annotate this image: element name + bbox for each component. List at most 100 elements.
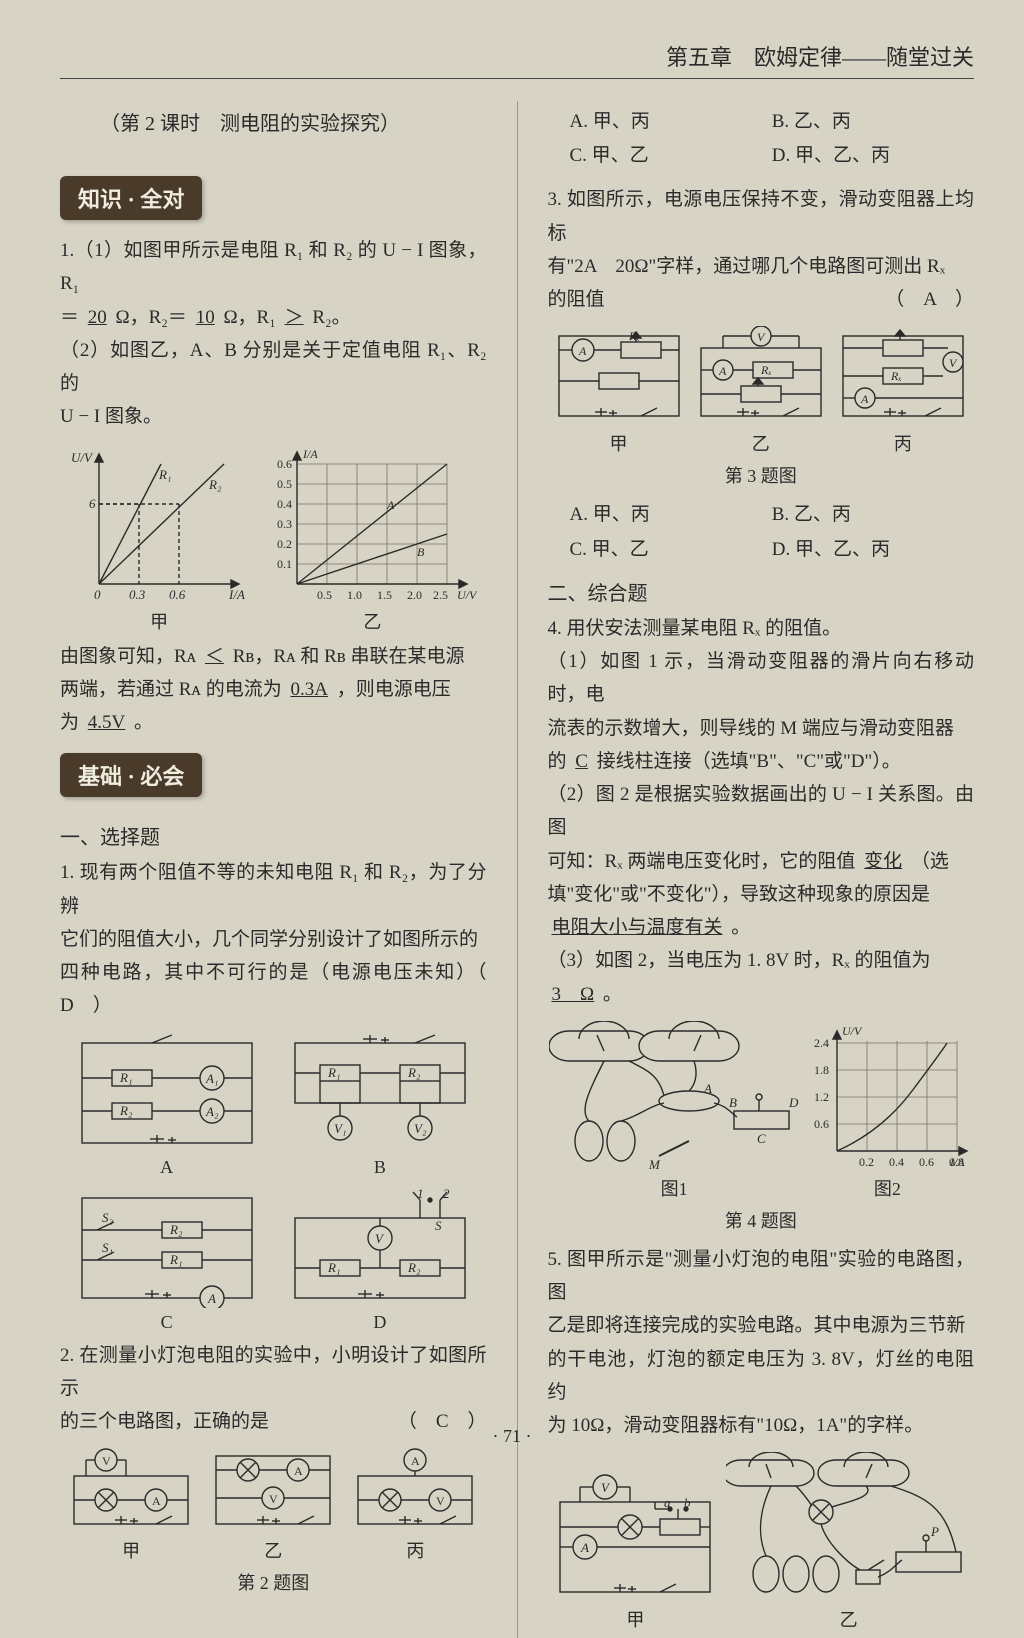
q4-p1c: 的 C 接线柱连接（选填"B"、"C"或"D"）。 — [547, 745, 974, 778]
svg-text:Rₓ: Rₓ — [760, 363, 772, 377]
svg-text:1.5: 1.5 — [377, 588, 392, 602]
svg-text:R₁: R₁ — [327, 1260, 340, 1275]
q1-c-label: C — [161, 1312, 173, 1333]
svg-text:A₂: A₂ — [205, 1104, 219, 1119]
svg-text:S₂: S₂ — [102, 1210, 114, 1225]
svg-text:Rₓ: Rₓ — [890, 369, 902, 383]
q2-bing-label: 丙 — [406, 1537, 424, 1563]
k1-line1: 1.（1）如图甲所示是电阻 R₁ 和 R₂ 的 U − I 图象，R₁ — [60, 234, 487, 301]
svg-text:0.3: 0.3 — [277, 517, 292, 531]
graph-jia: U/V I/A 6 0 0.3 0.6 R₁ R₂ — [69, 444, 249, 604]
graph-yi: I/A U/V 0.1 0.2 0.3 0.4 0.5 0.6 0.5 1.0 … — [267, 444, 477, 604]
q5-l3: 的干电池，灯泡的额定电压为 3. 8V，灯丝的电阻约 — [547, 1343, 974, 1410]
svg-text:D: D — [788, 1095, 799, 1110]
q3-options: A. 甲、丙B. 乙、丙 C. 甲、乙D. 甲、乙、丙 — [569, 498, 974, 566]
section1-head: 一、选择题 — [60, 821, 487, 850]
q4-ans2: 变化 — [860, 851, 906, 872]
q4-graph: I/A U/V 0.6 1.2 1.8 2.4 0.2 0.4 0.6 0.8 — [802, 1021, 972, 1171]
q4-p2a: （2）图 2 是根据实验数据画出的 U − I 关系图。由图 — [547, 778, 974, 845]
svg-text:1.0: 1.0 — [347, 588, 362, 602]
q1-circuit-b: R₁R₂ V₁V₂ — [285, 1033, 475, 1153]
page-number: · 71 · — [0, 1426, 1024, 1447]
q3-l2: 有"2A 20Ω"字样，通过哪几个电路图可测出 Rₓ — [547, 250, 974, 283]
svg-text:2.4: 2.4 — [814, 1036, 829, 1050]
svg-text:A: A — [411, 1454, 420, 1468]
q2-caption: 第 2 题图 — [60, 1569, 487, 1595]
chapter-header: 第五章 欧姆定律——随堂过关 — [60, 40, 974, 79]
svg-text:R₁: R₁ — [169, 1252, 182, 1267]
svg-text:U/V: U/V — [842, 1024, 863, 1038]
q1-l3: 四种电路，其中不可行的是（电源电压未知）（ D ） — [60, 956, 487, 1023]
svg-text:C: C — [757, 1131, 766, 1146]
svg-text:R₂: R₂ — [169, 1222, 183, 1237]
q1-circuit-c: S₂S₁ R₂R₁ A — [72, 1188, 262, 1308]
q2-options: A. 甲、丙B. 乙、丙 C. 甲、乙D. 甲、乙、丙 — [569, 105, 974, 173]
svg-text:R₂: R₂ — [407, 1065, 421, 1080]
q3-circuit-bing: VARₓ — [835, 326, 970, 426]
q4-ans1: C — [571, 751, 592, 772]
svg-text:6: 6 — [89, 496, 96, 511]
q1-l1: 1. 现有两个阻值不等的未知电阻 R₁ 和 R₂，为了分辨 — [60, 856, 487, 923]
svg-text:0.5: 0.5 — [277, 477, 292, 491]
q2-yi-label: 乙 — [264, 1537, 282, 1563]
q4-setup: A B C D M — [549, 1021, 799, 1171]
q5-circuit-jia: VA ab — [550, 1472, 720, 1602]
svg-text:V₁: V₁ — [334, 1121, 346, 1136]
q3-bing-label: 丙 — [894, 430, 912, 456]
k1-line4: U − I 图象。 — [60, 400, 487, 433]
q4-p1a: （1）如图 1 示，当滑动变阻器的滑片向右移动时，电 — [547, 645, 974, 712]
k1-ans5: 0.3A — [286, 679, 331, 700]
svg-text:1.8: 1.8 — [814, 1063, 829, 1077]
q2-l1: 2. 在测量小灯泡电阻的实验中，小明设计了如图所示 — [60, 1339, 487, 1406]
svg-text:0.5: 0.5 — [317, 588, 332, 602]
k1-line2: ＝ 20 Ω，R₂＝ 10 Ω，R₁ ＞ R₂。 — [60, 301, 487, 334]
svg-text:A₁: A₁ — [205, 1071, 218, 1086]
q1-b-label: B — [374, 1157, 386, 1178]
svg-text:0.4: 0.4 — [277, 497, 292, 511]
svg-text:2.0: 2.0 — [407, 588, 422, 602]
q5-yi-label: 乙 — [840, 1606, 858, 1632]
svg-text:U/V: U/V — [457, 588, 477, 602]
q2-jia-label: 甲 — [122, 1537, 140, 1563]
svg-text:2.5: 2.5 — [433, 588, 448, 602]
q1-a-label: A — [160, 1157, 173, 1178]
q3-yi-label: 乙 — [752, 430, 770, 456]
svg-text:0.8: 0.8 — [949, 1155, 964, 1169]
svg-text:S: S — [435, 1218, 442, 1233]
q3-l3: 的阻值 （ A ） — [547, 283, 974, 316]
svg-text:2: 2 — [443, 1188, 450, 1201]
svg-text:I/A: I/A — [228, 587, 245, 602]
k1-line7: 为 4.5V 。 — [60, 706, 487, 739]
svg-text:R₂: R₂ — [407, 1260, 421, 1275]
svg-text:V: V — [436, 1494, 445, 1508]
k1-line5: 由图象可知，Rᴀ ＜ Rʙ，Rᴀ 和 Rʙ 串联在某电源 — [60, 640, 487, 673]
q3-jia-label: 甲 — [610, 430, 628, 456]
svg-text:R₂: R₂ — [208, 477, 222, 492]
svg-text:B: B — [417, 545, 425, 559]
k1-ans2: 10 — [192, 307, 219, 328]
svg-text:A: A — [152, 1494, 161, 1508]
svg-text:A: A — [703, 1081, 712, 1096]
svg-text:A: A — [860, 392, 869, 406]
q4-fig1-label: 图1 — [661, 1175, 688, 1201]
q1-circuit-d: R₁R₂ V12 S — [285, 1188, 475, 1308]
svg-text:1.2: 1.2 — [814, 1090, 829, 1104]
q5-setup-yi: P — [726, 1452, 971, 1602]
q1-circuit-a: R₁R₂ A₁A₂ — [72, 1033, 262, 1153]
q4-fig2-label: 图2 — [874, 1175, 901, 1201]
svg-text:V: V — [102, 1454, 111, 1468]
svg-text:1: 1 — [417, 1188, 424, 1201]
svg-text:I/A: I/A — [302, 447, 318, 461]
q4-p2d: 填"变化"或"不变化"），导致这种现象的原因是 — [547, 878, 974, 911]
q4-stem: 4. 用伏安法测量某电阻 Rₓ 的阻值。 — [547, 612, 974, 645]
svg-text:0.6: 0.6 — [169, 587, 186, 602]
q5-l1: 5. 图甲所示是"测量小灯泡的电阻"实验的电路图，图 — [547, 1243, 974, 1310]
q5-jia-label: 甲 — [626, 1606, 644, 1632]
svg-text:0.2: 0.2 — [859, 1155, 874, 1169]
svg-text:0.6: 0.6 — [814, 1117, 829, 1131]
svg-text:R₁: R₁ — [158, 467, 171, 482]
q4-p1b: 流表的示数增大，则导线的 M 端应与滑动变阻器 — [547, 712, 974, 745]
q3-caption: 第 3 题图 — [547, 462, 974, 488]
svg-text:A: A — [386, 498, 395, 512]
svg-text:a: a — [664, 1495, 671, 1510]
